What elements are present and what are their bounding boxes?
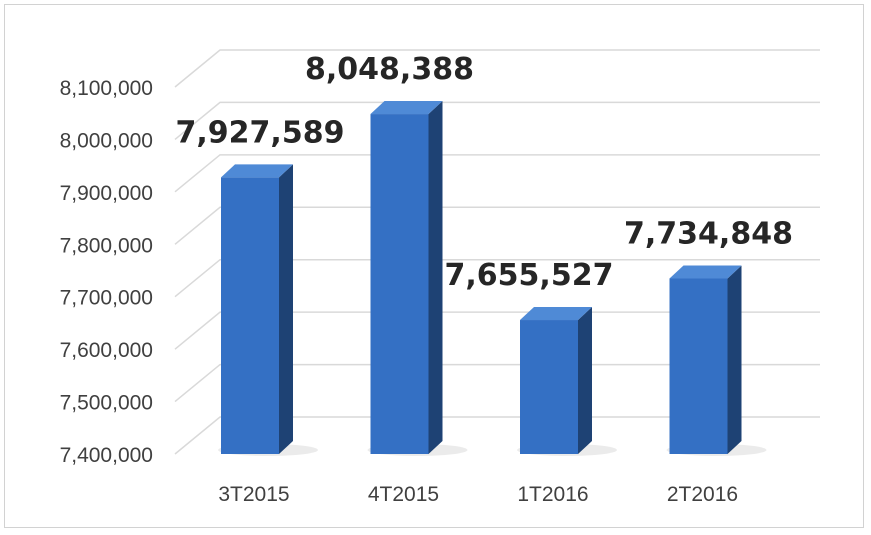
gridline	[174, 206, 820, 245]
gridline	[174, 311, 820, 350]
y-tick-label: 8,100,000	[60, 77, 153, 100]
bars	[218, 101, 767, 456]
data-labels: 7,927,589 8,048,388 7,655,527 7,734,848	[176, 52, 793, 293]
gridline	[174, 101, 820, 141]
bar-top	[669, 265, 742, 279]
data-label: 7,927,589	[176, 115, 345, 150]
bar-front	[370, 114, 429, 454]
y-tick-label: 8,000,000	[60, 129, 153, 152]
bar-top	[370, 101, 443, 115]
y-tick-label: 7,800,000	[60, 234, 153, 257]
gridline	[174, 154, 820, 193]
category-label: 1T2016	[517, 483, 588, 506]
y-tick-label: 7,400,000	[60, 444, 153, 467]
data-label: 8,048,388	[305, 52, 474, 87]
gridline	[174, 416, 820, 455]
y-axis-tick-labels: 7,400,000 7,500,000 7,600,000 7,700,000 7,80…	[60, 77, 153, 467]
y-tick-label: 7,500,000	[60, 392, 153, 415]
bar-chart: 7,400,000 7,500,000 7,600,000 7,700,000 7,80…	[60, 49, 820, 506]
category-label: 3T2015	[218, 483, 289, 506]
bar-top	[520, 307, 592, 321]
bar-front	[520, 320, 578, 454]
chart-frame: 7,400,000 7,500,000 7,600,000 7,700,000 7,80…	[4, 4, 864, 528]
category-label: 4T2015	[368, 483, 439, 506]
bar-front	[221, 177, 279, 454]
bar-front	[669, 278, 728, 454]
bar-side	[578, 307, 592, 454]
bar-side	[279, 164, 293, 454]
gridline	[174, 49, 820, 88]
y-tick-label: 7,700,000	[60, 287, 153, 310]
category-label: 2T2016	[667, 483, 738, 506]
x-axis-category-labels: 3T2015 4T2015 1T2016 2T2016	[218, 483, 738, 506]
data-label: 7,655,527	[445, 258, 614, 293]
data-label: 7,734,848	[624, 216, 793, 251]
bar-side	[428, 101, 443, 454]
bar-top	[221, 164, 293, 178]
y-tick-label: 7,600,000	[60, 339, 153, 362]
bar-side	[727, 265, 742, 454]
y-tick-label: 7,900,000	[60, 182, 153, 205]
gridline	[174, 258, 820, 298]
gridlines	[174, 49, 820, 455]
gridline	[174, 363, 820, 403]
